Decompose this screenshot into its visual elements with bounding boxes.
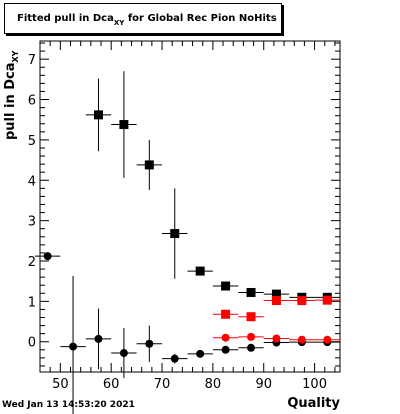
- y-tick-label: 6: [28, 94, 36, 109]
- square-marker: [271, 296, 281, 306]
- y-axis-label: pull in DcaXY: [3, 50, 20, 140]
- square-marker: [144, 160, 154, 170]
- circle-marker: [145, 339, 154, 348]
- square-marker: [119, 120, 129, 130]
- x-tick-label: 100: [302, 377, 327, 392]
- y-tick-label: 4: [28, 174, 36, 189]
- square-marker: [271, 289, 281, 299]
- circle-marker: [170, 354, 179, 363]
- circle-marker: [247, 343, 256, 352]
- y-tick-label: 3: [28, 215, 36, 230]
- title-rest: for Global Rec Pion NoHits: [124, 13, 277, 24]
- x-tick-label: 50: [52, 377, 69, 392]
- x-tick-label: 90: [255, 377, 272, 392]
- circle-marker: [43, 252, 52, 261]
- circle-marker: [247, 332, 256, 341]
- title-box: Fitted pull in DcaXY for Global Rec Pion…: [4, 3, 282, 34]
- y-axis-label-subscript: XY: [11, 50, 20, 63]
- chart-title: Fitted pull in DcaXY for Global Rec Pion…: [17, 13, 277, 27]
- x-tick-label: 80: [205, 377, 222, 392]
- circle-marker: [323, 335, 332, 344]
- square-marker: [195, 266, 205, 276]
- circle-marker: [119, 349, 128, 358]
- square-marker: [322, 295, 332, 305]
- x-axis-label: Quality: [287, 396, 340, 411]
- square-marker: [246, 312, 256, 322]
- y-tick-label: 5: [28, 134, 36, 149]
- circle-marker: [297, 335, 306, 344]
- circle-marker: [221, 333, 230, 342]
- circle-marker: [272, 334, 281, 343]
- title-main: Fitted pull in Dca: [17, 13, 114, 24]
- square-marker: [246, 287, 256, 297]
- circle-marker: [221, 345, 230, 354]
- square-marker: [93, 110, 103, 120]
- y-tick-label: 1: [28, 295, 36, 310]
- timestamp: Wed Jan 13 14:53:20 2021: [2, 400, 135, 410]
- plot-frame: [39, 40, 341, 373]
- square-marker: [297, 296, 307, 306]
- x-tick-label: 70: [154, 377, 171, 392]
- x-tick-label: 60: [103, 377, 120, 392]
- square-marker: [221, 281, 231, 291]
- y-axis-label-main: pull in Dca: [3, 62, 18, 140]
- square-marker: [170, 229, 180, 239]
- y-tick-label: 0: [28, 336, 36, 351]
- y-tick-label: 2: [28, 255, 36, 270]
- circle-marker: [69, 342, 78, 351]
- square-marker: [221, 309, 231, 319]
- circle-marker: [94, 334, 103, 343]
- circle-marker: [196, 349, 205, 358]
- y-tick-label: 7: [28, 53, 36, 68]
- title-subscript: XY: [113, 19, 125, 27]
